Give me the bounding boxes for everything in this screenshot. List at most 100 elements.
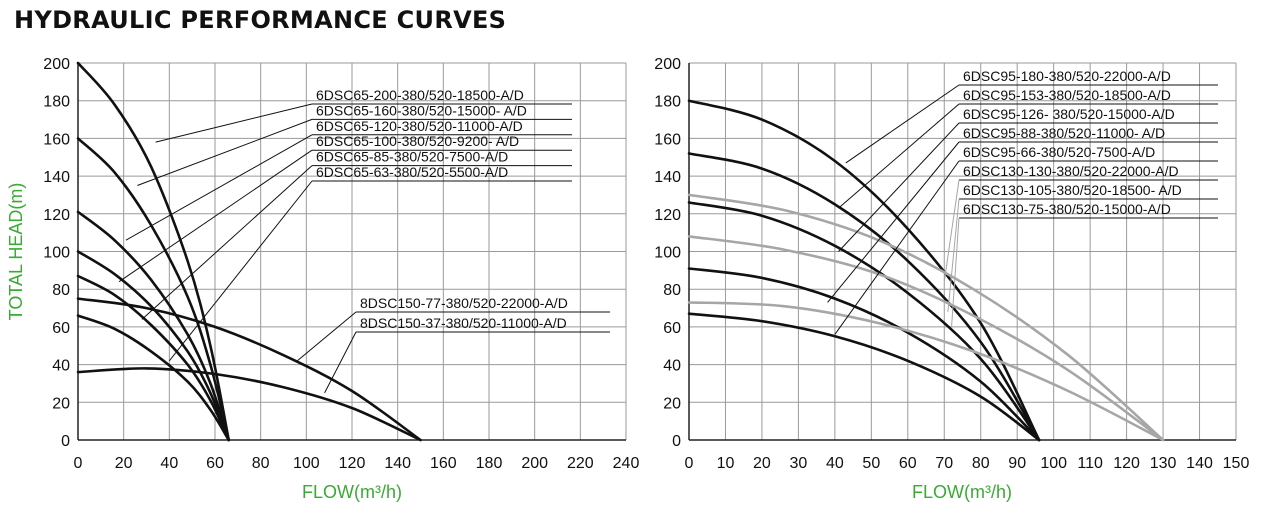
x-tick-label: 90 <box>1008 455 1026 472</box>
series-line <box>76 274 230 442</box>
leader-line <box>296 311 357 362</box>
x-tick-label: 180 <box>476 455 503 472</box>
series-line <box>687 99 1041 442</box>
leader-line <box>118 149 313 283</box>
y-tick-label: 60 <box>663 320 681 337</box>
series-label: 6DSC65-160-380/520-15000- A/D <box>137 102 572 186</box>
series-line <box>687 301 1165 442</box>
leader-line <box>838 122 960 252</box>
x-tick-label: 200 <box>521 455 548 472</box>
x-axis-title: FLOW(m³/h) <box>912 482 1012 502</box>
leader-line <box>951 217 960 327</box>
x-tick-label: 130 <box>1150 455 1177 472</box>
x-tick-label: 10 <box>717 455 735 472</box>
y-tick-label: 100 <box>654 245 681 262</box>
x-tick-label: 50 <box>862 455 880 472</box>
series-label-text: 6DSC95-88-380/520-11000- A/D <box>963 125 1165 141</box>
series-label-text: 8DSC150-37-380/520-11000-A/D <box>360 315 567 331</box>
chart-2: 0 10 20 30 40 50 60 70 80 90 100 110 120 130 140 150 0 20… <box>654 56 1249 502</box>
leader-line <box>947 198 960 312</box>
y-tick-label: 160 <box>43 131 70 148</box>
series-line <box>76 297 422 442</box>
series-line <box>76 61 230 442</box>
series-label: 8DSC150-77-380/520-22000-A/D <box>296 295 610 362</box>
series-label-text: 6DSC65-160-380/520-15000- A/D <box>316 102 527 118</box>
series-line <box>76 250 230 442</box>
x-tick-label: 40 <box>160 455 178 472</box>
x-tick-label: 0 <box>685 455 694 472</box>
x-axis-title: FLOW(m³/h) <box>302 482 402 502</box>
x-tick-label: 220 <box>567 455 594 472</box>
x-tick-label: 60 <box>899 455 917 472</box>
leader-line <box>834 160 960 335</box>
series-label: 6DSC65-100-380/520-9200- A/D <box>118 133 572 283</box>
x-tick-label: 120 <box>1113 455 1140 472</box>
series-label-text: 6DSC130-75-380/520-15000-A/D <box>963 201 1171 217</box>
x-tick-label: 60 <box>206 455 224 472</box>
y-tick-label: 40 <box>52 358 70 375</box>
x-tick-label: 140 <box>1186 455 1213 472</box>
leader-line <box>845 84 960 164</box>
y-axis-title: TOTAL HEAD(m) <box>6 183 26 321</box>
series-label: 6DSC65-120-380/520-11000-A/D <box>125 118 572 241</box>
y-tick-label: 40 <box>663 358 681 375</box>
x-tick-label: 120 <box>339 455 366 472</box>
y-tick-label: 200 <box>654 56 681 73</box>
y-tick-label: 120 <box>654 207 681 224</box>
series-line <box>76 314 230 442</box>
series-label: 6DSC65-63-380/520-5500-A/D <box>168 164 572 362</box>
series-label-text: 6DSC130-130-380/520-22000-A/D <box>963 163 1179 179</box>
leader-line <box>137 118 313 186</box>
series-label: 6DSC130-105-380/520-18500- A/D <box>947 182 1218 312</box>
series-label: 8DSC150-37-380/520-11000-A/D <box>324 315 610 394</box>
y-tick-label: 20 <box>663 395 681 412</box>
series-line <box>687 193 1165 442</box>
y-tick-label: 100 <box>43 245 70 262</box>
series-label-text: 6DSC65-120-380/520-11000-A/D <box>316 118 523 134</box>
series-label-text: 6DSC95-153-380/520-18500-A/D <box>963 87 1171 103</box>
x-tick-label: 100 <box>1040 455 1067 472</box>
y-tick-label: 80 <box>52 282 70 299</box>
x-tick-label: 100 <box>293 455 320 472</box>
y-tick-label: 120 <box>43 207 70 224</box>
series-label-text: 8DSC150-77-380/520-22000-A/D <box>360 295 568 311</box>
series-label: 6DSC95-88-380/520-11000- A/D <box>827 125 1218 303</box>
x-tick-label: 80 <box>972 455 990 472</box>
x-tick-label: 160 <box>430 455 457 472</box>
y-tick-label: 20 <box>52 395 70 412</box>
leader-line <box>827 141 960 303</box>
x-tick-label: 140 <box>384 455 411 472</box>
series-label: 6DSC95-126- 380/520-15000-A/D <box>838 106 1218 252</box>
series-label: 6DSC130-130-380/520-22000-A/D <box>943 163 1218 282</box>
leader-line <box>943 179 960 282</box>
grid <box>77 62 627 441</box>
y-tick-label: 140 <box>654 169 681 186</box>
y-tick-label: 180 <box>43 94 70 111</box>
series-label-text: 6DSC65-63-380/520-5500-A/D <box>316 164 508 180</box>
series-label: 6DSC65-200-380/520-18500-A/D <box>155 87 572 143</box>
series-label: 6DSC95-180-380/520-22000-A/D <box>845 68 1218 164</box>
x-tick-label: 70 <box>935 455 953 472</box>
y-tick-label: 140 <box>43 169 70 186</box>
series-label: 6DSC95-66-380/520-7500-A/D <box>834 144 1218 335</box>
x-tick-label: 110 <box>1077 455 1103 472</box>
leader-line <box>168 180 313 362</box>
series-label: 6DSC65-85-380/520-7500-A/D <box>141 149 572 320</box>
leader-line <box>125 134 313 241</box>
series-line <box>76 367 422 442</box>
series-label-text: 6DSC65-85-380/520-7500-A/D <box>316 149 508 165</box>
leader-line <box>141 165 313 320</box>
y-tick-label: 200 <box>43 56 70 73</box>
series-line <box>687 235 1165 442</box>
x-tick-label: 240 <box>613 455 640 472</box>
series-line <box>76 210 230 442</box>
x-tick-label: 30 <box>790 455 808 472</box>
series-label: 6DSC95-153-380/520-18500-A/D <box>838 87 1218 209</box>
chart-1: 0 20 40 60 80 100 120 140 160 180 200 220 240 0 20 40 60… <box>6 56 639 502</box>
y-tick-label: 180 <box>654 94 681 111</box>
series-label-text: 6DSC95-180-380/520-22000-A/D <box>963 68 1171 84</box>
y-tick-label: 60 <box>52 320 70 337</box>
x-tick-label: 20 <box>115 455 133 472</box>
x-tick-label: 150 <box>1223 455 1250 472</box>
